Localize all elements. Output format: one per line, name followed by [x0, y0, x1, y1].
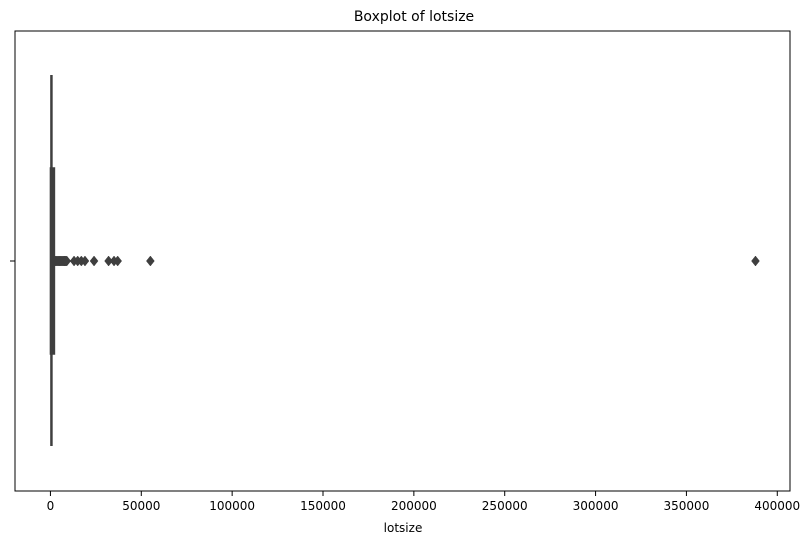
x-tick-label: 0	[47, 499, 55, 513]
plot-frame	[14, 30, 791, 492]
x-axis: 0 50000 100000 150000 200000 250000 300000 3500…	[47, 491, 800, 513]
outlier-point	[80, 255, 90, 267]
outlier-point	[751, 255, 760, 267]
chart-title: Boxplot of lotsize	[354, 9, 474, 25]
outlier-point	[146, 255, 155, 267]
chart-marks	[49, 75, 760, 446]
x-tick-label: 250000	[482, 499, 528, 513]
x-axis-label: lotsize	[384, 521, 423, 535]
x-tick-label: 50000	[122, 499, 160, 513]
x-tick-label: 200000	[391, 499, 437, 513]
x-tick-label: 350000	[664, 499, 710, 513]
x-tick-label: 400000	[754, 499, 800, 513]
x-tick-label: 150000	[300, 499, 346, 513]
outlier-point	[89, 255, 99, 267]
outlier-point	[113, 255, 122, 267]
x-tick-label: 300000	[573, 499, 619, 513]
outlier-point	[62, 255, 72, 267]
x-tick-label: 100000	[209, 499, 255, 513]
